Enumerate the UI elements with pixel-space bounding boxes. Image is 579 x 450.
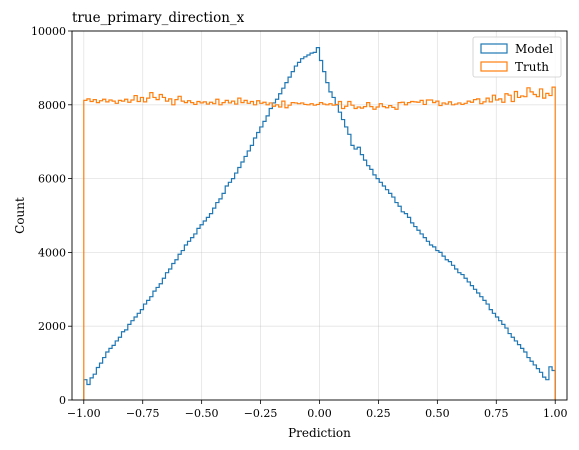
y-tick-label: 0 bbox=[59, 394, 66, 407]
legend: Model Truth bbox=[472, 36, 562, 78]
x-tick-label: −0.50 bbox=[185, 407, 219, 420]
legend-label-truth: Truth bbox=[515, 60, 549, 74]
y-tick-label: 10000 bbox=[31, 25, 66, 38]
y-tick-label: 6000 bbox=[38, 173, 66, 186]
x-tick-label: −0.75 bbox=[126, 407, 160, 420]
legend-swatch-truth bbox=[480, 61, 508, 72]
y-tick-label: 2000 bbox=[38, 320, 66, 333]
legend-label-model: Model bbox=[515, 42, 553, 56]
y-axis-label: Count bbox=[13, 197, 27, 234]
x-tick-label: −0.25 bbox=[244, 407, 278, 420]
series-layer bbox=[83, 47, 556, 400]
y-tick-label: 8000 bbox=[38, 99, 66, 112]
y-tick-label: 4000 bbox=[38, 246, 66, 259]
series-model-step-line bbox=[83, 47, 556, 400]
series-truth-step-line bbox=[83, 86, 556, 400]
x-tick-label: 0.50 bbox=[425, 407, 450, 420]
chart-title: true_primary_direction_x bbox=[72, 10, 245, 26]
x-tick-label: 1.00 bbox=[543, 407, 568, 420]
grid-lines bbox=[72, 30, 567, 401]
legend-box bbox=[472, 36, 562, 78]
x-tick-label: 0.00 bbox=[307, 407, 332, 420]
legend-swatch-model bbox=[480, 43, 508, 54]
x-tick-label: 0.25 bbox=[366, 407, 391, 420]
x-tick-label: 0.75 bbox=[484, 407, 509, 420]
axis-ticks: −1.00 −0.75 −0.50 −0.25 0.00 0.25 0.50 0.75 1.00… bbox=[31, 25, 567, 420]
x-axis-label: Prediction bbox=[288, 426, 351, 440]
x-tick-label: −1.00 bbox=[67, 407, 101, 420]
